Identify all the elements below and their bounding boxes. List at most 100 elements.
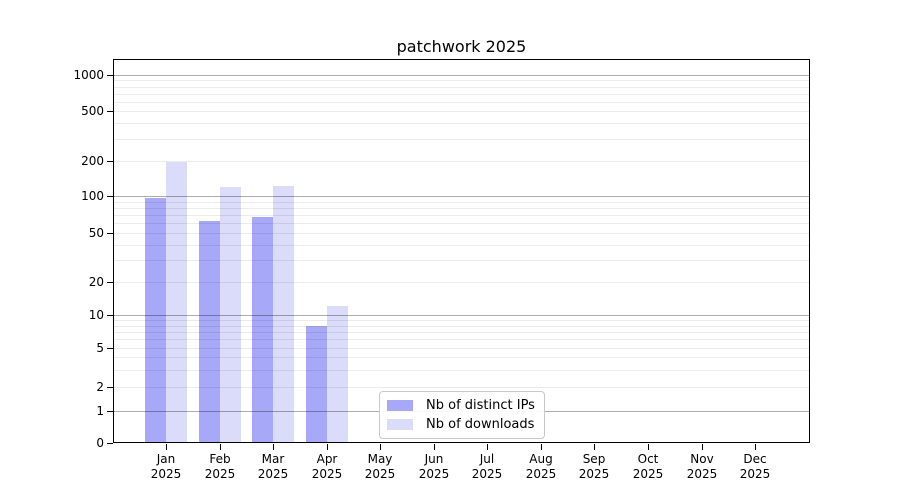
y-tick-label-100: 100 [81,189,104,203]
legend-item-downloads: Nb of downloads [380,417,544,432]
gridline-minor-900 [114,80,809,81]
x-tick-label-dec: Dec 2025 [727,452,783,482]
gridline-minor-500 [114,111,809,112]
legend-swatch-downloads [387,419,413,430]
gridline-minor-90 [114,202,809,203]
y-tick-label-500: 500 [81,104,104,118]
x-label-month: Jun [424,452,444,466]
x-tick-may [380,444,381,450]
x-tick-label-apr: Apr 2025 [299,452,355,482]
x-tick-aug [541,444,542,450]
x-label-year: 2025 [204,467,236,481]
y-tick-10 [107,315,113,316]
x-label-month: May [367,452,393,466]
x-tick-label-jun: Jun 2025 [406,452,462,482]
gridline-minor-200 [114,161,809,162]
x-tick-feb [220,444,221,450]
x-label-year: 2025 [364,467,396,481]
legend-swatch-distinct-ips [387,400,413,411]
x-label-month: Jan [156,452,176,466]
gridline-minor-6 [114,339,809,340]
x-tick-label-oct: Oct 2025 [620,452,676,482]
legend-label-distinct-ips: Nb of distinct IPs [426,398,535,413]
legend-item-distinct-ips: Nb of distinct IPs [380,398,544,413]
x-tick-jul [487,444,488,450]
y-tick-label-1: 1 [96,404,104,418]
gridline-major-1000 [114,75,809,76]
y-tick-5 [107,348,113,349]
chart-title: patchwork 2025 [396,37,527,56]
bar-ips-jan [145,198,166,442]
y-tick-2 [107,387,113,388]
bar-ips-feb [198,220,220,442]
y-tick-label-10: 10 [88,308,104,322]
y-tick-label-5: 5 [96,341,104,355]
x-tick-oct [648,444,649,450]
gridline-minor-20 [114,282,809,283]
x-label-month: Jul [479,452,495,466]
x-label-year: 2025 [739,467,771,481]
gridline-minor-700 [114,94,809,95]
y-tick-label-2: 2 [96,380,104,394]
x-label-year: 2025 [150,467,182,481]
x-tick-sep [594,444,595,450]
x-tick-label-nov: Nov 2025 [674,452,730,482]
gridline-minor-50 [114,233,809,234]
y-tick-1000 [107,75,113,76]
bar-downloads-apr [326,306,348,442]
x-tick-jun [434,444,435,450]
y-tick-1 [107,411,113,412]
gridline-minor-3 [114,370,809,371]
x-label-year: 2025 [686,467,718,481]
y-tick-200 [107,161,113,162]
gridline-minor-30 [114,260,809,261]
gridline-minor-60 [114,223,809,224]
x-tick-label-may: May 2025 [352,452,408,482]
gridline-major-100 [114,196,809,197]
x-label-month: Sep [582,452,606,466]
x-label-month: Dec [743,452,767,466]
y-tick-20 [107,282,113,283]
bar-ips-apr [305,325,327,442]
x-tick-nov [702,444,703,450]
y-tick-0 [107,443,113,444]
x-label-year: 2025 [525,467,557,481]
gridline-minor-7 [114,332,809,333]
legend: Nb of distinct IPs Nb of downloads [379,391,545,439]
bar-downloads-jan [166,162,187,442]
x-tick-dec [755,444,756,450]
y-tick-label-20: 20 [88,275,104,289]
y-tick-100 [107,196,113,197]
gridline-minor-8 [114,326,809,327]
x-tick-mar [273,444,274,450]
y-tick-label-200: 200 [81,154,104,168]
x-label-month: Mar [261,452,285,466]
x-label-month: Nov [690,452,714,466]
gridline-minor-400 [114,123,809,124]
x-tick-label-jul: Jul 2025 [459,452,515,482]
y-tick-500 [107,111,113,112]
x-label-month: Feb [209,452,231,466]
y-tick-label-1000: 1000 [73,68,104,82]
bar-downloads-feb [219,186,241,442]
x-label-month: Aug [529,452,553,466]
gridline-minor-40 [114,245,809,246]
y-tick-50 [107,233,113,234]
x-label-year: 2025 [632,467,664,481]
legend-label-downloads: Nb of downloads [426,417,535,432]
gridline-minor-4 [114,357,809,358]
x-label-month: Oct [637,452,659,466]
gridline-minor-2 [114,387,809,388]
gridline-minor-9 [114,320,809,321]
x-label-year: 2025 [471,467,503,481]
gridline-minor-80 [114,208,809,209]
x-tick-label-aug: Aug 2025 [513,452,569,482]
gridline-minor-70 [114,215,809,216]
y-tick-label-50: 50 [88,226,104,240]
gridline-minor-5 [114,348,809,349]
x-tick-label-feb: Feb 2025 [192,452,248,482]
x-tick-label-jan: Jan 2025 [138,452,194,482]
x-tick-apr [327,444,328,450]
